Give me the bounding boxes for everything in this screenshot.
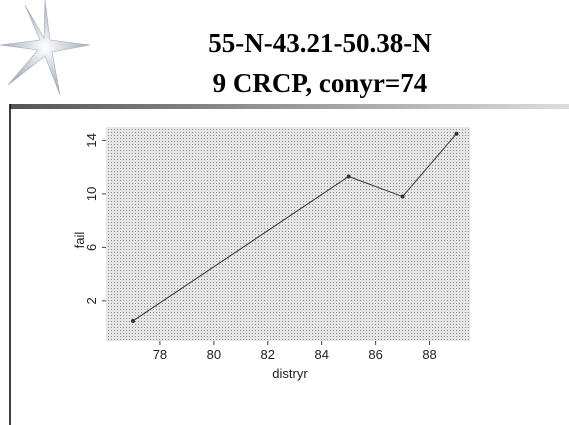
y-tick-label: 6 bbox=[84, 244, 99, 251]
x-axis-label: distryr bbox=[272, 366, 308, 381]
data-point bbox=[346, 174, 351, 179]
x-tick-label: 88 bbox=[422, 347, 436, 362]
starburst-icon bbox=[0, 0, 91, 96]
x-tick-label: 86 bbox=[368, 347, 382, 362]
title-rule bbox=[10, 104, 569, 109]
y-tick-label: 2 bbox=[84, 297, 99, 304]
data-point bbox=[400, 194, 405, 199]
y-tick-label: 14 bbox=[84, 133, 99, 147]
y-axis-label: fail bbox=[72, 232, 87, 249]
x-tick-label: 78 bbox=[153, 347, 167, 362]
data-point bbox=[130, 318, 135, 323]
data-point bbox=[454, 131, 459, 136]
plot-area bbox=[106, 127, 470, 341]
x-tick-label: 80 bbox=[207, 347, 221, 362]
x-tick-label: 84 bbox=[314, 347, 328, 362]
x-tick-label: 82 bbox=[261, 347, 275, 362]
y-tick-label: 10 bbox=[84, 187, 99, 201]
data-line bbox=[132, 133, 457, 322]
chart-title: 55-N-43.21-50.38-N bbox=[208, 28, 432, 58]
chart-subtitle: 9 CRCP, conyr=74 bbox=[213, 68, 428, 98]
